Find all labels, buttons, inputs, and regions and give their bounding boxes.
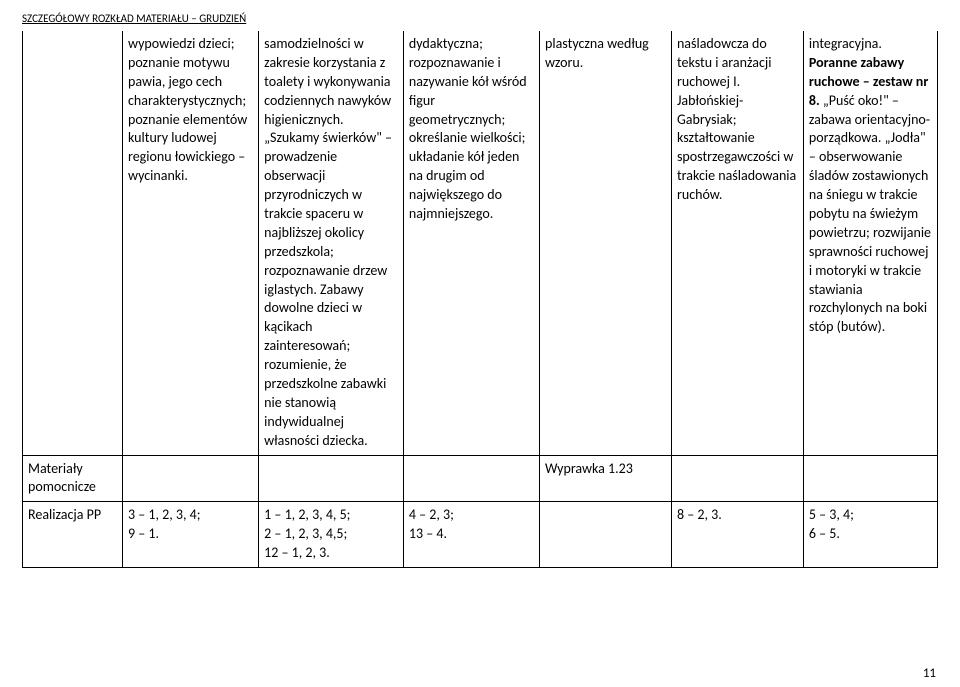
text-segment: „Puść oko!" – zabawa orientacyjno-porząd… bbox=[809, 92, 931, 336]
cell-content: Wyprawka 1.23 bbox=[540, 455, 672, 502]
cell-content bbox=[540, 502, 672, 568]
cell-content bbox=[403, 455, 539, 502]
cell-content bbox=[123, 455, 259, 502]
table-row: Materiały pomocnicze Wyprawka 1.23 bbox=[23, 455, 938, 502]
page-number: 11 bbox=[923, 666, 936, 681]
cell-content: 4 – 2, 3; 13 – 4. bbox=[403, 502, 539, 568]
cell-content bbox=[671, 455, 803, 502]
cell-content: wypowiedzi dzieci; poznanie motywu pawia… bbox=[123, 31, 259, 455]
cell-content bbox=[803, 455, 937, 502]
material-table: wypowiedzi dzieci; poznanie motywu pawia… bbox=[22, 31, 938, 568]
cell-content: naśladowcza do tekstu i aranżacji ruchow… bbox=[671, 31, 803, 455]
cell-content: 3 – 1, 2, 3, 4; 9 – 1. bbox=[123, 502, 259, 568]
cell-label: Materiały pomocnicze bbox=[23, 455, 123, 502]
cell-empty bbox=[23, 31, 123, 455]
table-row: wypowiedzi dzieci; poznanie motywu pawia… bbox=[23, 31, 938, 455]
table-row: Realizacja PP 3 – 1, 2, 3, 4; 9 – 1. 1 –… bbox=[23, 502, 938, 568]
cell-content: plastyczna według wzoru. bbox=[540, 31, 672, 455]
cell-content: integracyjna. Poranne zabawy ruchowe – z… bbox=[803, 31, 937, 455]
cell-content bbox=[259, 455, 404, 502]
page-header: SZCZEGÓŁOWY ROZKŁAD MATERIAŁU – GRUDZIEŃ bbox=[22, 12, 938, 25]
cell-content: dydaktyczna; rozpoznawanie i nazywanie k… bbox=[403, 31, 539, 455]
cell-content: 1 – 1, 2, 3, 4, 5; 2 – 1, 2, 3, 4,5; 12 … bbox=[259, 502, 404, 568]
cell-content: 5 – 3, 4; 6 – 5. bbox=[803, 502, 937, 568]
cell-label: Realizacja PP bbox=[23, 502, 123, 568]
text-segment: integracyjna. bbox=[809, 35, 882, 52]
cell-content: samodzielności w zakresie korzystania z … bbox=[259, 31, 404, 455]
cell-content: 8 – 2, 3. bbox=[671, 502, 803, 568]
